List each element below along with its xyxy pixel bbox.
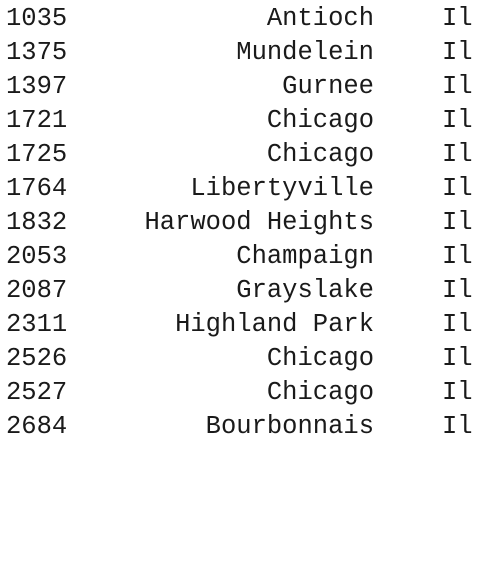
row-state: Il: [442, 276, 473, 305]
row-city: Chicago: [266, 106, 374, 135]
row-state: Il: [442, 208, 473, 237]
row-city: Chicago: [266, 344, 374, 373]
row-id: 1832: [6, 208, 68, 237]
table-row: 1035 Antioch Il: [0, 2, 482, 36]
row-city: Libertyville: [190, 174, 374, 203]
row-state: Il: [442, 344, 473, 373]
row-id: 2526: [6, 344, 68, 373]
row-id: 1035: [6, 4, 68, 33]
row-id: 2527: [6, 378, 68, 407]
row-city: Antioch: [266, 4, 374, 33]
row-city: Mundelein: [236, 38, 374, 67]
data-table: 1035 Antioch Il 1375 Mundelein Il 1397 G…: [0, 2, 482, 444]
table-row: 2526 Chicago Il: [0, 342, 482, 376]
row-state: Il: [442, 310, 473, 339]
row-state: Il: [442, 106, 473, 135]
row-id: 2311: [6, 310, 68, 339]
row-city: Champaign: [236, 242, 374, 271]
table-row: 1375 Mundelein Il: [0, 36, 482, 70]
row-id: 1725: [6, 140, 68, 169]
table-row: 1832 Harwood Heights Il: [0, 206, 482, 240]
row-city: Chicago: [266, 140, 374, 169]
table-row: 2087 Grayslake Il: [0, 274, 482, 308]
table-row: 1721 Chicago Il: [0, 104, 482, 138]
row-state: Il: [442, 4, 473, 33]
row-city: Highland Park: [175, 310, 374, 339]
row-id: 2087: [6, 276, 68, 305]
table-row: 1764 Libertyville Il: [0, 172, 482, 206]
table-row: 2053 Champaign Il: [0, 240, 482, 274]
table-row: 1725 Chicago Il: [0, 138, 482, 172]
row-id: 1397: [6, 72, 68, 101]
row-city: Gurnee: [282, 72, 374, 101]
table-row: 1397 Gurnee Il: [0, 70, 482, 104]
row-id: 2684: [6, 412, 68, 441]
row-state: Il: [442, 140, 473, 169]
row-city: Chicago: [266, 378, 374, 407]
row-id: 1375: [6, 38, 68, 67]
row-state: Il: [442, 72, 473, 101]
row-id: 1721: [6, 106, 68, 135]
table-row: 2684 Bourbonnais Il: [0, 410, 482, 444]
row-state: Il: [442, 38, 473, 67]
row-state: Il: [442, 378, 473, 407]
row-state: Il: [442, 242, 473, 271]
row-state: Il: [442, 174, 473, 203]
row-id: 2053: [6, 242, 68, 271]
row-id: 1764: [6, 174, 68, 203]
row-city: Bourbonnais: [205, 412, 374, 441]
row-city: Harwood Heights: [144, 208, 374, 237]
row-state: Il: [442, 412, 473, 441]
table-row: 2311 Highland Park Il: [0, 308, 482, 342]
row-city: Grayslake: [236, 276, 374, 305]
table-row: 2527 Chicago Il: [0, 376, 482, 410]
